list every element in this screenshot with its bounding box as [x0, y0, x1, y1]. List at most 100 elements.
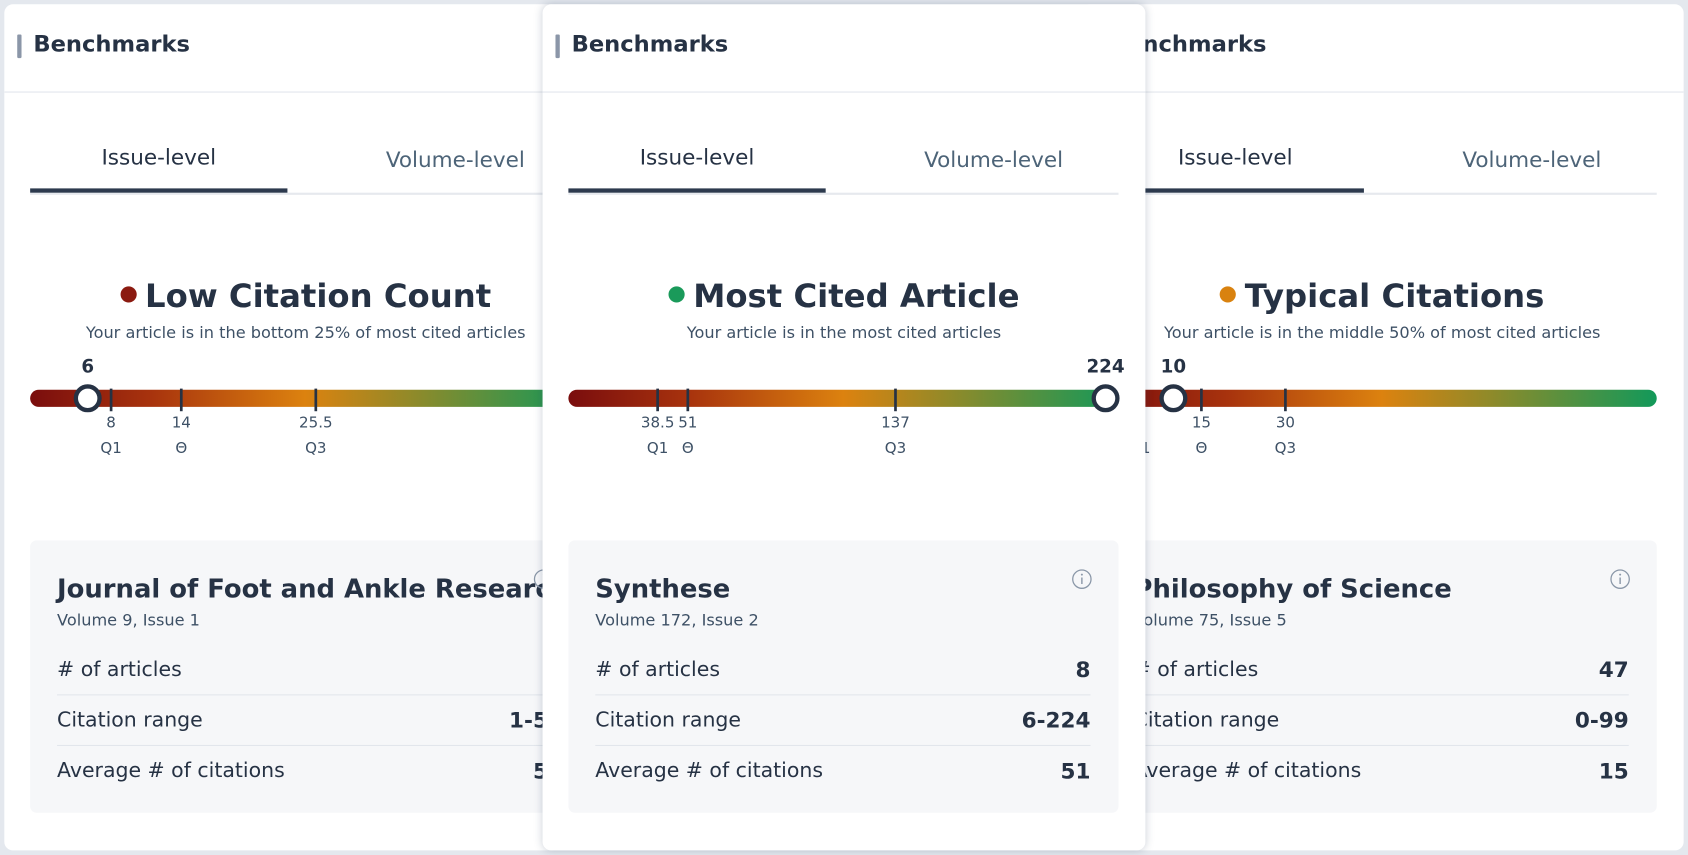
- tick-label: Θ: [682, 439, 694, 457]
- card: Benchmarks Issue-level Volume-level Low Cit…: [4, 4, 608, 851]
- status-dot: [1220, 286, 1237, 303]
- status-text: Most Cited Article: [693, 277, 1020, 316]
- tick-label: Q1: [647, 439, 668, 457]
- tick-label: Q3: [1275, 439, 1296, 457]
- tick-label: Θ: [175, 439, 187, 457]
- tick-label: Q1: [100, 439, 121, 457]
- header-accent: [555, 34, 560, 59]
- value-label: 224: [1086, 356, 1124, 377]
- stat-label: Average # of citations: [1133, 758, 1362, 783]
- status-dot: [668, 286, 685, 303]
- journal-volume: Volume 9, Issue 1: [57, 610, 200, 630]
- status-title: Low Citation Count: [4, 277, 607, 316]
- slider-track: [1106, 389, 1657, 407]
- tab[interactable]: Volume-level: [1462, 145, 1602, 172]
- stat-row: Citation range 6-224: [595, 694, 1091, 747]
- journal-name: Philosophy of Science: [1133, 573, 1452, 604]
- tick-value: 51: [678, 413, 697, 431]
- value-marker: [1091, 384, 1120, 413]
- header-accent: [17, 34, 22, 59]
- info-dot: [1080, 573, 1083, 576]
- card-header: Benchmarks: [1080, 4, 1684, 93]
- header-title: Benchmarks: [33, 31, 190, 58]
- info-dot: [1619, 573, 1622, 576]
- status-text: Typical Citations: [1244, 277, 1545, 316]
- status-subtitle: Your article is in the most cited articl…: [686, 322, 1002, 343]
- stat-label: # of articles: [57, 657, 182, 681]
- tab[interactable]: Volume-level: [924, 145, 1064, 172]
- tick-label: Q3: [885, 439, 906, 457]
- stat-value: 1-5: [509, 706, 548, 733]
- tick-value: 25.5: [299, 413, 333, 431]
- stat-row: Average # of citations 15: [1134, 745, 1629, 796]
- tab-bar: Issue-level Volume-level: [30, 125, 581, 195]
- status-subtitle: Your article is in the bottom 25% of mos…: [85, 322, 526, 343]
- stat-value: 0-99: [1574, 706, 1629, 733]
- stat-row: Citation range 0-99: [1133, 694, 1629, 747]
- journal-name: Synthese: [595, 573, 731, 604]
- tab[interactable]: Issue-level: [568, 125, 826, 193]
- info-icon[interactable]: [1071, 568, 1093, 590]
- stat-label: Average # of citations: [595, 758, 823, 783]
- card-header: Benchmarks: [542, 4, 1146, 93]
- stat-label: # of articles: [595, 657, 720, 681]
- journal-volume: Volume 172, Issue 2: [595, 610, 759, 630]
- status-subtitle: Your article is in the middle 50% of mos…: [1163, 322, 1601, 343]
- stat-row: Average # of citations 51: [595, 745, 1090, 796]
- tab[interactable]: Issue-level: [30, 125, 288, 193]
- journal-volume: Volume 75, Issue 5: [1133, 610, 1287, 630]
- slider-track: [30, 389, 581, 407]
- journal-name: Journal of Foot and Ankle Research: [57, 573, 570, 604]
- stat-label: Citation range: [57, 707, 203, 732]
- stat-row: # of articles 8: [595, 644, 1091, 696]
- tick-value: 30: [1276, 413, 1295, 431]
- stat-label: Citation range: [1133, 707, 1280, 732]
- stat-label: # of articles: [1133, 657, 1259, 681]
- stat-row: # of articles 47: [1133, 644, 1629, 696]
- status-title: Typical Citations: [1081, 277, 1684, 316]
- stat-row: Citation range 1-5: [57, 694, 548, 747]
- info-circle: [1072, 569, 1092, 589]
- tick-label: Θ: [1195, 439, 1207, 457]
- stats-box: Philosophy of Science Volume 75, Issue 5 #…: [1106, 540, 1657, 813]
- slider: 8 Q1 14 Θ 25.5 Q3 6: [73, 356, 333, 457]
- card-header: Benchmarks: [4, 4, 608, 93]
- slider: 38.5 Q1 51 Θ 137 Q3 224: [641, 356, 1125, 457]
- stat-label: Average # of citations: [57, 758, 285, 783]
- info-icon[interactable]: [1609, 568, 1631, 590]
- status-title: Most Cited Article: [543, 277, 1146, 316]
- value-marker: [1159, 384, 1188, 413]
- tick-value: 38.5: [641, 413, 675, 431]
- stats-box: Synthese Volume 172, Issue 2 # of articles…: [568, 540, 1119, 813]
- stat-value: 15: [1598, 757, 1629, 784]
- status-dot: [120, 286, 137, 303]
- stat-value: 8: [1075, 656, 1091, 682]
- tick-label: Q3: [305, 439, 326, 457]
- tick-value: 14: [172, 413, 191, 431]
- stat-row: # of articles: [57, 644, 548, 696]
- tab[interactable]: Volume-level: [385, 145, 525, 172]
- tick-value: 15: [1192, 413, 1211, 431]
- card: Benchmarks Issue-level Volume-level Most Ci…: [542, 4, 1146, 851]
- slider-track: [568, 389, 1119, 407]
- header-title: Benchmarks: [571, 31, 729, 58]
- status-text: Low Citation Count: [145, 277, 492, 316]
- slider: 4Q115Θ30Q310: [1129, 356, 1296, 457]
- value-label: 6: [81, 356, 94, 377]
- stat-value: 6-224: [1021, 706, 1091, 733]
- tab-bar: Issue-level Volume-level: [568, 125, 1119, 195]
- stat-value: 47: [1598, 656, 1629, 682]
- info-circle: [1610, 569, 1630, 589]
- stat-label: Citation range: [595, 707, 741, 732]
- tick-value: 8: [106, 413, 116, 431]
- stats-box: Journal of Foot and Ankle Research Volume…: [30, 540, 581, 813]
- value-label: 10: [1161, 356, 1186, 377]
- stat-row: Average # of citations 5: [57, 745, 548, 796]
- stat-value: 51: [1060, 757, 1091, 784]
- value-marker: [73, 384, 102, 413]
- tick-value: 137: [881, 413, 910, 431]
- card: Benchmarks Issue-level Volume-level Typical…: [1080, 4, 1684, 851]
- tab-bar: Issue-level Volume-level: [1106, 125, 1657, 195]
- tab[interactable]: Issue-level: [1106, 125, 1364, 193]
